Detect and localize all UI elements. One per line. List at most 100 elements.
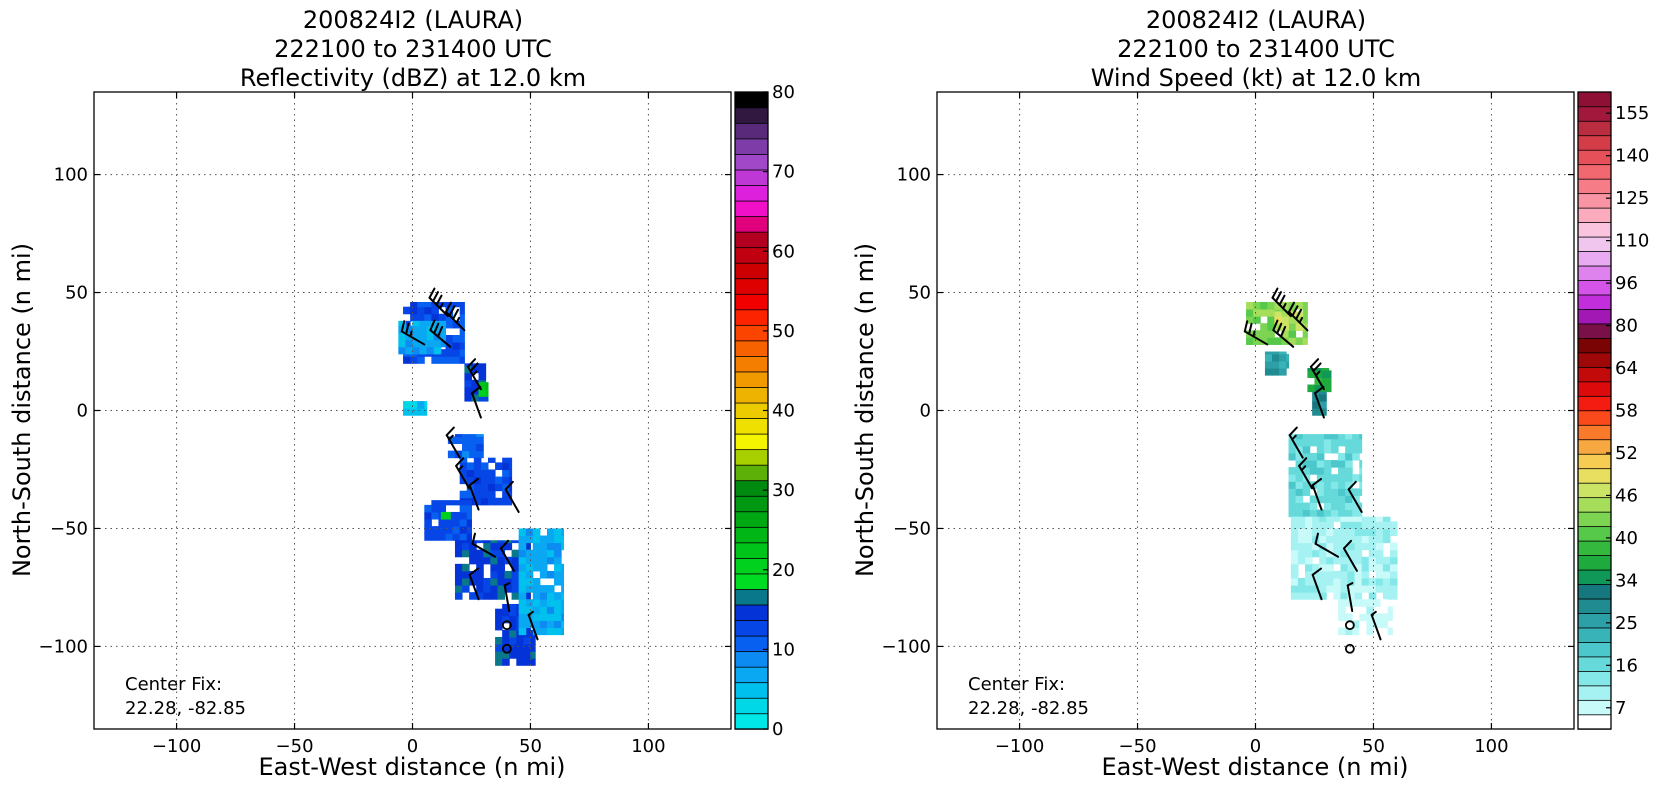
wind-field-cell (1302, 452, 1311, 461)
reflectivity-field-cell (459, 469, 468, 478)
wind-barb-feather (1276, 322, 1283, 335)
wind-field-cell (1307, 384, 1315, 393)
reflectivity-field-cell (518, 535, 527, 544)
wind-field-cell (1330, 438, 1339, 447)
reflectivity-wind-barb (471, 532, 497, 558)
reflectivity-field-cell (509, 462, 513, 470)
reflectivity-field-cell (433, 339, 442, 348)
reflectivity-barb-half-feather (503, 582, 511, 587)
wind-field-cell (1286, 353, 1290, 362)
wind-field-cell (1382, 521, 1391, 529)
reflectivity-field-cell (438, 356, 447, 364)
wind-field-cell (1382, 578, 1391, 586)
wind-field-cell (1326, 528, 1334, 537)
reflectivity-colorbar: 0 10 20 30 40 50 60 70 80 (734, 82, 795, 740)
wind-field-cell (1338, 452, 1346, 461)
wind-field-cell (1321, 368, 1330, 371)
reflectivity-field-cell (532, 620, 541, 629)
wind-calm-circle (1344, 643, 1355, 654)
wind-field-cell (1368, 516, 1377, 522)
reflectivity-wind-barb (445, 426, 461, 459)
reflectivity-barb-shaft (468, 573, 480, 601)
reflectivity-field-cell (459, 342, 465, 350)
wind-field-cell (1338, 460, 1346, 468)
wind-field-cell (1354, 542, 1363, 551)
reflectivity-barb-shaft (499, 547, 515, 572)
reflectivity-barb-shaft (527, 613, 539, 641)
reflectivity-barb-feather (455, 457, 465, 467)
reflectivity-axis-ticks: −100 −50 0 50 100 −100 −50 0 50 100 (39, 92, 731, 757)
reflectivity-field-cell (525, 535, 534, 544)
reflectivity-colorbar-swatch (734, 495, 769, 513)
wind-field-cell (1333, 549, 1341, 558)
reflectivity-field-cell (490, 592, 498, 600)
reflectivity-field-cell (511, 570, 520, 579)
wind-field-cell (1309, 467, 1318, 475)
reflectivity-field-cell (426, 346, 435, 355)
reflectivity-colorbar-swatch (734, 386, 769, 404)
wind-field-cell (1359, 481, 1363, 489)
wind-field-cell (1359, 438, 1363, 447)
wind-field-cell (1302, 460, 1311, 468)
reflectivity-field-cell (459, 504, 468, 513)
wind-field-cell (1333, 592, 1341, 600)
wind-field-cell (1368, 528, 1377, 537)
reflectivity-field-cell (546, 606, 555, 614)
reflectivity-field-cell (516, 644, 524, 652)
wind-wind-barb (1314, 532, 1340, 558)
wind-field-cell (1354, 578, 1363, 586)
reflectivity-field-cell (476, 585, 484, 593)
wind-field-cell (1352, 488, 1360, 496)
reflectivity-field-cell (509, 476, 513, 485)
reflectivity-field-cell (504, 542, 513, 551)
wind-field-cell (1288, 474, 1297, 482)
wind-field-cell (1309, 434, 1318, 440)
wind-field-cell (1288, 509, 1297, 518)
reflectivity-field-cell (532, 542, 541, 551)
reflectivity-field-cell (539, 627, 548, 636)
wind-barb-feather (1288, 301, 1295, 313)
wind-field-cell (1312, 549, 1320, 558)
reflectivity-field-cell (525, 578, 534, 586)
wind-colorbar-tick-label: 34 (1615, 570, 1638, 591)
reflectivity-field-cell (518, 556, 527, 565)
reflectivity-field-cell (497, 592, 506, 600)
wind-colorbar-swatch (1577, 265, 1612, 281)
reflectivity-panel: 200824I2 (LAURA) 222100 to 231400 UTC Re… (8, 6, 795, 781)
wind-field-cell (1307, 370, 1315, 378)
reflectivity-field-cell (459, 356, 465, 364)
wind-field-cell (1302, 309, 1308, 317)
reflectivity-colorbar-swatch (734, 153, 769, 171)
wind-barb-half-feather (1346, 582, 1354, 587)
reflectivity-field-cell (473, 469, 482, 478)
reflectivity-field-cell (561, 627, 564, 636)
reflectivity-field-cell (502, 497, 510, 506)
wind-x-tick-label: −50 (1119, 736, 1157, 757)
wind-field-cell (1354, 585, 1363, 593)
wind-field-cell (1323, 488, 1332, 496)
wind-field-cell (1302, 316, 1308, 324)
reflectivity-field-cell (523, 644, 531, 652)
wind-field-cell (1290, 535, 1299, 544)
reflectivity-field-cell (554, 620, 562, 629)
reflectivity-barb-shaft (504, 488, 520, 513)
reflectivity-field-cell (509, 644, 517, 652)
reflectivity-field-cell (554, 549, 562, 558)
wind-field-cell (1323, 509, 1332, 518)
reflectivity-colorbar-swatch (734, 371, 769, 388)
wind-field-cell (1345, 481, 1353, 489)
reflectivity-colorbar-tick-label: 40 (772, 401, 795, 422)
wind-field-cell (1267, 323, 1275, 331)
wind-field-cell (1312, 563, 1320, 572)
wind-field-cell (1323, 445, 1332, 454)
reflectivity-field-cell (478, 382, 487, 390)
wind-colorbar-swatch (1577, 149, 1612, 166)
reflectivity-center-fix-value: 22.28, -82.85 (125, 698, 246, 719)
wind-field-cell (1345, 495, 1353, 504)
wind-field-cell (1359, 599, 1367, 607)
wind-field-cell (1279, 368, 1287, 376)
reflectivity-field-cell (469, 434, 477, 437)
reflectivity-field-cell (459, 511, 468, 520)
wind-field-cell (1361, 556, 1370, 565)
